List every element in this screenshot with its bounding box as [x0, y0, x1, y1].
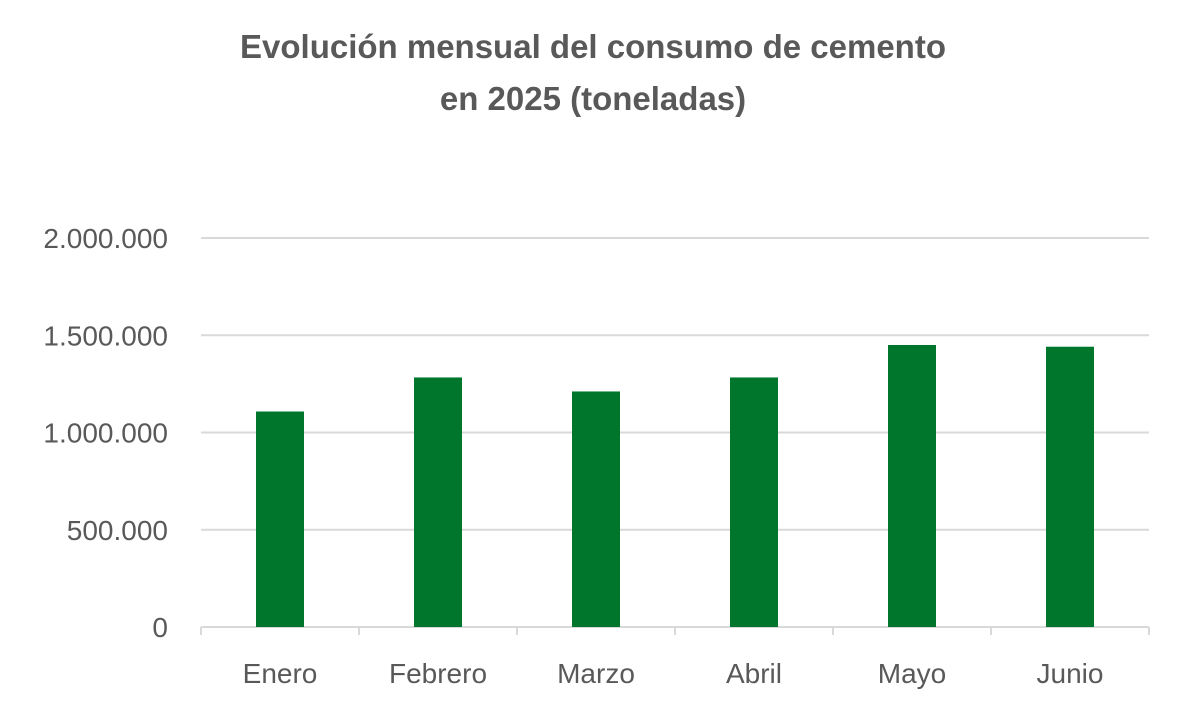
chart-title-line-1: Evolución mensual del consumo de cemento: [240, 28, 946, 65]
y-tick-label: 1.500.000: [43, 320, 168, 351]
x-tick-label: Mayo: [878, 658, 946, 689]
y-tick-label: 1.000.000: [43, 418, 168, 449]
bar-abril: [730, 377, 778, 627]
y-tick-label: 500.000: [67, 515, 168, 546]
bar-mayo: [888, 344, 936, 627]
bar-enero: [256, 411, 304, 627]
bar-febrero: [414, 377, 462, 627]
x-tick-label: Marzo: [557, 658, 635, 689]
y-tick-label: 0: [152, 612, 168, 643]
y-tick-label: 2.000.000: [43, 223, 168, 254]
x-tick-label: Junio: [1037, 658, 1104, 689]
bar-junio: [1046, 346, 1094, 627]
chart-title-line-2: en 2025 (toneladas): [440, 80, 746, 117]
x-tick-label: Abril: [726, 658, 782, 689]
bar-marzo: [572, 391, 620, 627]
x-tick-label: Enero: [243, 658, 318, 689]
x-tick-label: Febrero: [389, 658, 487, 689]
